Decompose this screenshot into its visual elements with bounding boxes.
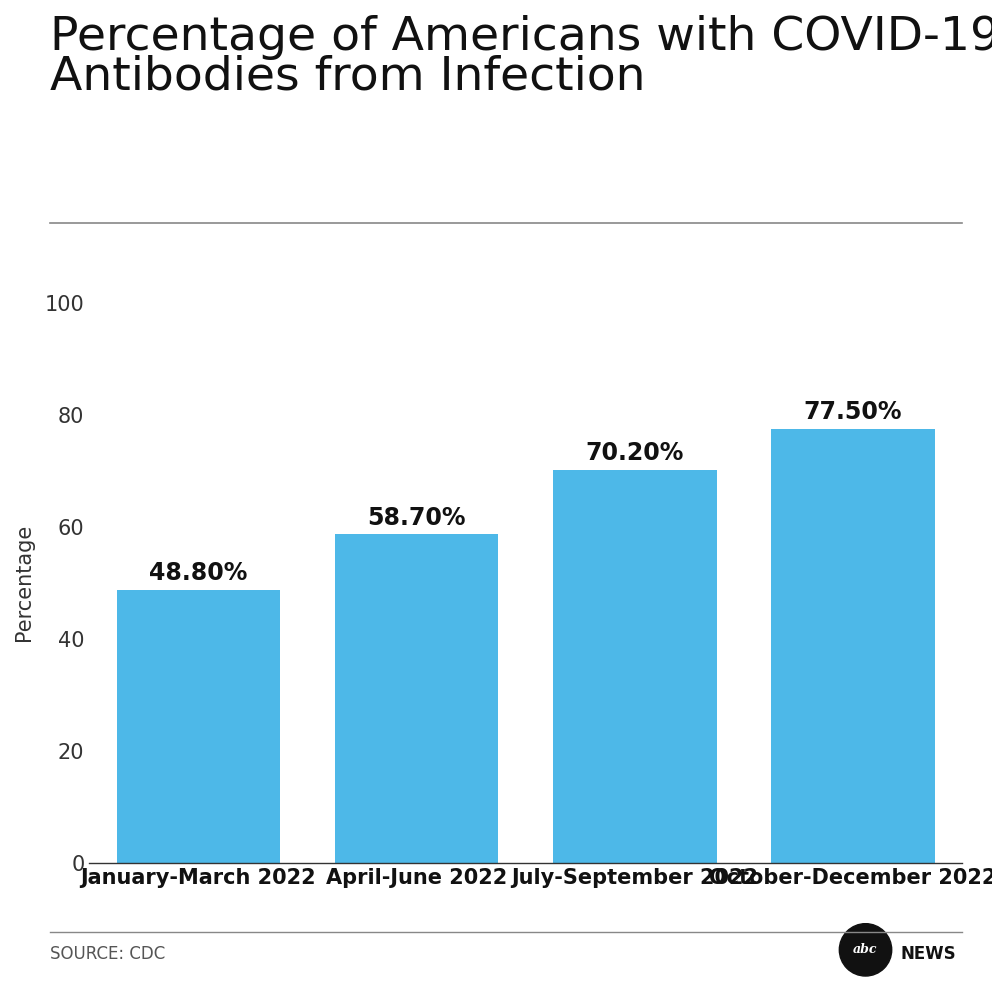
Text: 58.70%: 58.70% xyxy=(367,506,466,530)
Text: 48.80%: 48.80% xyxy=(149,561,248,585)
Text: Percentage of Americans with COVID-19: Percentage of Americans with COVID-19 xyxy=(50,15,992,60)
Bar xyxy=(772,429,934,863)
Y-axis label: Percentage: Percentage xyxy=(14,524,34,642)
Text: SOURCE: CDC: SOURCE: CDC xyxy=(50,945,165,963)
Text: abc: abc xyxy=(853,943,878,956)
Text: 70.20%: 70.20% xyxy=(585,441,684,465)
Bar xyxy=(554,469,716,863)
Bar xyxy=(335,534,499,863)
Circle shape xyxy=(839,924,892,976)
Text: NEWS: NEWS xyxy=(901,945,956,963)
Text: Antibodies from Infection: Antibodies from Infection xyxy=(50,55,645,99)
Bar xyxy=(117,589,281,863)
Text: 77.50%: 77.50% xyxy=(804,400,903,425)
